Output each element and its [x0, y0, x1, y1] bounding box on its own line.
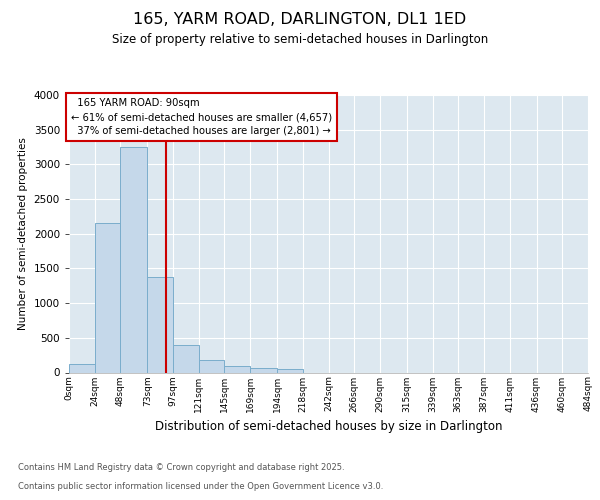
Bar	[69, 364, 95, 372]
Text: 165, YARM ROAD, DARLINGTON, DL1 1ED: 165, YARM ROAD, DARLINGTON, DL1 1ED	[133, 12, 467, 28]
Bar	[95, 224, 121, 372]
Bar	[147, 277, 173, 372]
Text: Contains public sector information licensed under the Open Government Licence v3: Contains public sector information licen…	[18, 482, 383, 491]
Bar	[121, 147, 147, 372]
Bar	[250, 368, 277, 372]
Text: 165 YARM ROAD: 90sqm  
← 61% of semi-detached houses are smaller (4,657)
  37% o: 165 YARM ROAD: 90sqm ← 61% of semi-detac…	[71, 98, 332, 136]
Bar	[199, 360, 224, 372]
Text: Contains HM Land Registry data © Crown copyright and database right 2025.: Contains HM Land Registry data © Crown c…	[18, 464, 344, 472]
Bar	[173, 345, 199, 372]
Text: Size of property relative to semi-detached houses in Darlington: Size of property relative to semi-detach…	[112, 32, 488, 46]
Y-axis label: Number of semi-detached properties: Number of semi-detached properties	[18, 138, 28, 330]
Bar	[224, 366, 250, 372]
Bar	[277, 368, 303, 372]
X-axis label: Distribution of semi-detached houses by size in Darlington: Distribution of semi-detached houses by …	[155, 420, 502, 433]
